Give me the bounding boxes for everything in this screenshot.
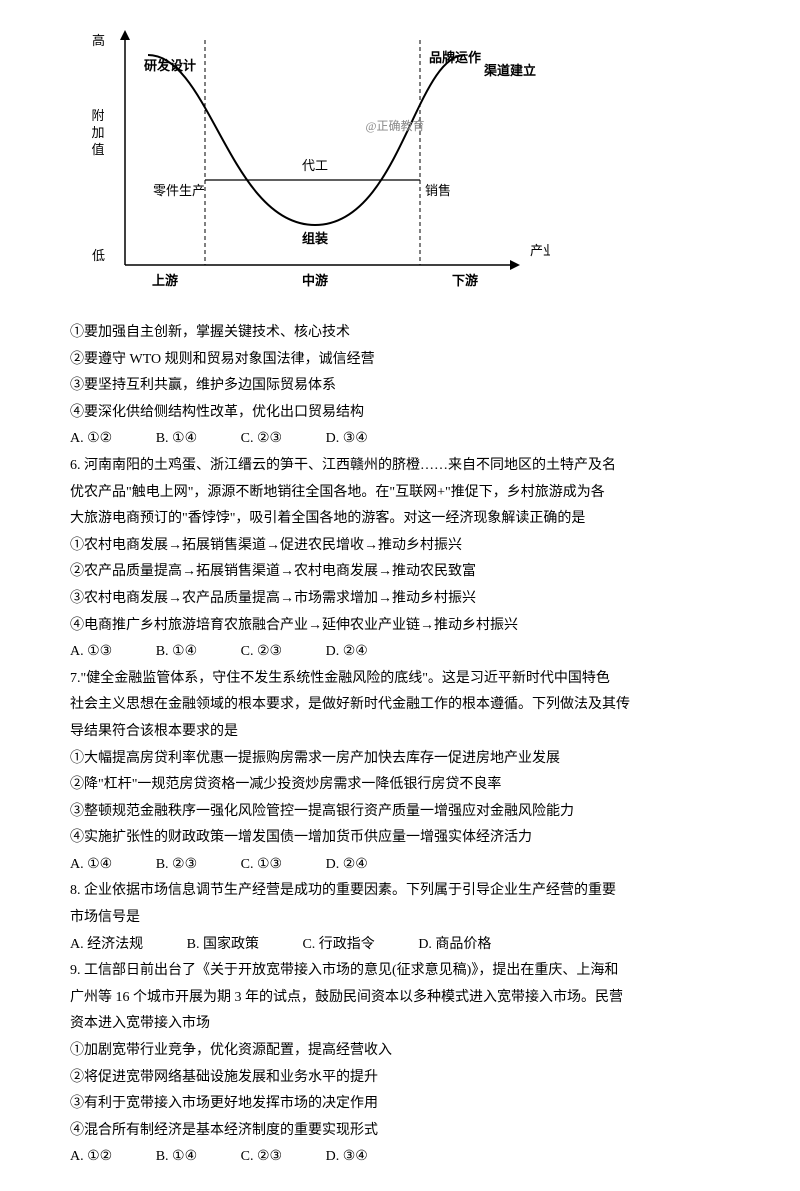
q6-item-3: ③农村电商发展→农产品质量提高→市场需求增加→推动乡村振兴 [70,586,730,613]
q8-opt-c: C. 行政指令 [302,932,374,959]
y-title-3: 值 [91,142,104,157]
q5-options: A. ①② B. ①④ C. ②③ D. ③④ [70,426,730,453]
q5-item-4: ④要深化供给侧结构性改革，优化出口贸易结构 [70,400,730,427]
q5-item-1: ①要加强自主创新，掌握关键技术、核心技术 [70,320,730,347]
y-axis-arrow [120,30,130,40]
q8-opt-b: B. 国家政策 [187,932,259,959]
q8-stem-2: 市场信号是 [70,905,730,932]
q6-stem-3: 大旅游电商预订的"香饽饽"，吸引着全国各地的游客。对这一经济现象解读正确的是 [70,506,730,533]
smile-curve [148,55,465,225]
x-axis-arrow [510,260,520,270]
q6-options: A. ①③ B. ①④ C. ②③ D. ②④ [70,639,730,666]
mid-left-label: 零件生产 [153,183,205,198]
q8-stem-1: 8. 企业依据市场信息调节生产经营是成功的重要因素。下列属于引导企业生产经营的重… [70,878,730,905]
right-curve-label-lower: 渠道建立 [483,63,536,78]
q9-opt-d: D. ③④ [326,1144,368,1171]
q6-stem-1: 6. 河南南阳的土鸡蛋、浙江缙云的笋干、江西赣州的脐橙……来自不同地区的土特产及… [70,453,730,480]
q7-opt-a: A. ①④ [70,852,112,879]
q9-opt-a: A. ①② [70,1144,112,1171]
y-title-2: 加 [91,125,104,140]
chart-svg: 高 低 附 加 值 产业链 上游 中游 下游 研发设计 品牌运作 渠道建立 零件… [70,25,550,305]
q5-item-2: ②要遵守 WTO 规则和贸易对象国法律，诚信经营 [70,347,730,374]
y-top-label: 高 [92,33,105,48]
q6-item-4: ④电商推广乡村旅游培育农旅融合产业→延伸农业产业链→推动乡村振兴 [70,613,730,640]
q8-options: A. 经济法规 B. 国家政策 C. 行政指令 D. 商品价格 [70,932,730,959]
q9-stem-1: 9. 工信部日前出台了《关于开放宽带接入市场的意见(征求意见稿)》，提出在重庆、… [70,958,730,985]
q9-item-2: ②将促进宽带网络基础设施发展和业务水平的提升 [70,1065,730,1092]
q6-item-1: ①农村电商发展→拓展销售渠道→促进农民增收→推动乡村振兴 [70,533,730,560]
right-curve-label-upper: 品牌运作 [429,50,481,65]
q7-item-2: ②降"杠杆"一规范房贷资格一减少投资炒房需求一降低银行房贷不良率 [70,772,730,799]
y-title-1: 附 [91,108,104,123]
q9-item-3: ③有利于宽带接入市场更好地发挥市场的决定作用 [70,1091,730,1118]
q9-item-4: ④混合所有制经济是基本经济制度的重要实现形式 [70,1118,730,1145]
q9-stem-3: 资本进入宽带接入市场 [70,1011,730,1038]
q7-options: A. ①④ B. ②③ C. ①③ D. ②④ [70,852,730,879]
q5-opt-a: A. ①② [70,426,112,453]
q8-opt-a: A. 经济法规 [70,932,143,959]
y-bottom-label: 低 [92,248,105,263]
q6-opt-d: D. ②④ [326,639,368,666]
q7-opt-d: D. ②④ [326,852,368,879]
q6-opt-b: B. ①④ [156,639,197,666]
q7-opt-b: B. ②③ [156,852,197,879]
q7-opt-c: C. ①③ [241,852,282,879]
q6-item-2: ②农产品质量提高→拓展销售渠道→农村电商发展→推动农民致富 [70,559,730,586]
left-curve-label: 研发设计 [144,58,196,73]
q8-opt-d: D. 商品价格 [418,932,491,959]
q6-opt-a: A. ①③ [70,639,112,666]
q5-opt-c: C. ②③ [241,426,282,453]
q7-stem-1: 7."健全金融监管体系，守住不发生系统性金融风险的底线"。这是习近平新时代中国特… [70,666,730,693]
mid-right-label: 销售 [425,183,451,198]
q9-item-1: ①加剧宽带行业竞争，优化资源配置，提高经营收入 [70,1038,730,1065]
q5-opt-d: D. ③④ [326,426,368,453]
q7-item-4: ④实施扩张性的财政政策一增发国债一增加货币供应量一增强实体经济活力 [70,825,730,852]
q5-opt-b: B. ①④ [156,426,197,453]
q6-stem-2: 优农产品"触电上网"，源源不断地销往全国各地。在"互联网+"推促下，乡村旅游成为… [70,480,730,507]
q7-stem-3: 导结果符合该根本要求的是 [70,719,730,746]
q6-opt-c: C. ②③ [241,639,282,666]
q5-item-3: ③要坚持互利共赢，维护多边国际贸易体系 [70,373,730,400]
q9-options: A. ①② B. ①④ C. ②③ D. ③④ [70,1144,730,1171]
q9-opt-b: B. ①④ [156,1144,197,1171]
q7-stem-2: 社会主义思想在金融领域的根本要求，是做好新时代金融工作的根本遵循。下列做法及其传 [70,692,730,719]
x-tick-1: 中游 [302,273,328,288]
page: 高 低 附 加 值 产业链 上游 中游 下游 研发设计 品牌运作 渠道建立 零件… [0,0,800,1191]
mid-center-label: 代工 [302,158,328,173]
x-tick-0: 上游 [152,273,178,288]
x-tick-2: 下游 [452,273,478,288]
q9-stem-2: 广州等 16 个城市开展为期 3 年的试点，鼓励民间资本以多种模式进入宽带接入市… [70,985,730,1012]
x-right-label: 产业链 [530,243,550,258]
q9-opt-c: C. ②③ [241,1144,282,1171]
smile-curve-chart: 高 低 附 加 值 产业链 上游 中游 下游 研发设计 品牌运作 渠道建立 零件… [70,25,550,305]
watermark: @正确教育 [365,118,424,133]
bottom-center-label: 组装 [302,231,328,246]
q7-item-1: ①大幅提高房贷利率优惠一提振购房需求一房产加快去库存一促进房地产业发展 [70,746,730,773]
q7-item-3: ③整顿规范金融秩序一强化风险管控一提高银行资产质量一增强应对金融风险能力 [70,799,730,826]
